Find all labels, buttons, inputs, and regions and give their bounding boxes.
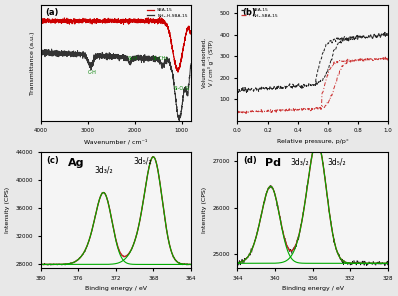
X-axis label: Binding energy / eV: Binding energy / eV xyxy=(85,286,147,291)
X-axis label: Relative pressure, p/p°: Relative pressure, p/p° xyxy=(277,139,349,144)
Text: Si-CH₃: Si-CH₃ xyxy=(153,56,168,61)
Text: 3d₃/₂: 3d₃/₂ xyxy=(95,166,113,175)
Text: 3d₅/₂: 3d₅/₂ xyxy=(134,157,152,166)
Legend: SBA-15, NH₂-SBA-15: SBA-15, NH₂-SBA-15 xyxy=(240,7,280,18)
Text: C-H: C-H xyxy=(88,70,97,75)
Y-axis label: Transmittance (a.u.): Transmittance (a.u.) xyxy=(30,31,35,94)
Legend: SBA-15, NH₂-H-SBA-15: SBA-15, NH₂-H-SBA-15 xyxy=(146,7,189,18)
Y-axis label: Intensity (CPS): Intensity (CPS) xyxy=(5,187,10,233)
Text: 3d₃/₂: 3d₃/₂ xyxy=(290,158,309,167)
Text: (a): (a) xyxy=(45,8,59,17)
Text: Pd: Pd xyxy=(265,158,281,168)
Text: (d): (d) xyxy=(244,155,257,165)
X-axis label: Binding energy / eV: Binding energy / eV xyxy=(282,286,344,291)
Text: 3d₅/₂: 3d₅/₂ xyxy=(328,158,346,167)
Y-axis label: Volume adsorbed,
V / cm³ g⁻¹ (STP): Volume adsorbed, V / cm³ g⁻¹ (STP) xyxy=(202,38,214,88)
Text: Si-O-Si: Si-O-Si xyxy=(173,86,190,91)
Text: Ag: Ag xyxy=(68,158,84,168)
X-axis label: Wavenumber / cm⁻¹: Wavenumber / cm⁻¹ xyxy=(84,139,147,144)
Text: Si-H: Si-H xyxy=(127,56,137,61)
Y-axis label: Intensity (CPS): Intensity (CPS) xyxy=(202,187,207,233)
Text: (b): (b) xyxy=(242,8,256,17)
Text: (c): (c) xyxy=(47,155,59,165)
